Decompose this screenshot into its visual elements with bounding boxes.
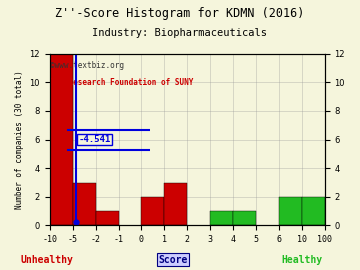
Y-axis label: Number of companies (30 total): Number of companies (30 total) [15, 70, 24, 209]
Text: Score: Score [158, 255, 188, 265]
Text: The Research Foundation of SUNY: The Research Foundation of SUNY [50, 78, 193, 87]
Bar [96, 211, 118, 225]
Text: Z''-Score Histogram for KDMN (2016): Z''-Score Histogram for KDMN (2016) [55, 7, 305, 20]
Text: -4.541: -4.541 [78, 135, 111, 144]
Bar [210, 211, 233, 225]
Text: Healthy: Healthy [282, 255, 323, 265]
Bar [279, 197, 302, 225]
Text: Unhealthy: Unhealthy [21, 255, 73, 265]
Text: Industry: Biopharmaceuticals: Industry: Biopharmaceuticals [93, 28, 267, 38]
Bar [141, 197, 165, 225]
Bar [233, 211, 256, 225]
Bar [50, 54, 73, 225]
Bar [302, 197, 325, 225]
Text: ©www.textbiz.org: ©www.textbiz.org [50, 61, 124, 70]
Bar [73, 183, 96, 225]
Bar [165, 183, 187, 225]
